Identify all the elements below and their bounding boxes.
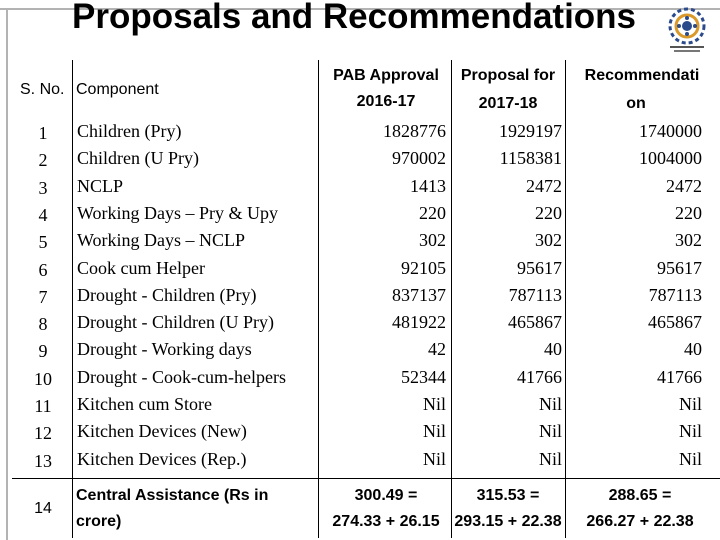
row-component-cell: Working Days – NCLP — [77, 230, 246, 250]
row-recommendation-cell: 1740000 — [639, 121, 702, 141]
row-component-cell: Children (Pry) — [77, 121, 182, 141]
row-recommendation-cell: 2472 — [666, 176, 702, 196]
row-14-rec-line2: 266.27 + 22.38 — [586, 513, 694, 530]
row-component-cell: Kitchen cum Store — [77, 394, 212, 414]
row-proposal-cell: 220 — [535, 203, 562, 223]
row-sno-cell: 2 — [38, 150, 48, 170]
row-14-sno: 14 — [34, 500, 52, 517]
row-sno-cell: 7 — [38, 287, 48, 307]
row-pab-approval-cell: 302 — [419, 230, 446, 250]
row-component-cell: Drought - Children (Pry) — [77, 285, 257, 305]
row-sno-cell: 13 — [34, 451, 52, 471]
row-component-cell: Children (U Pry) — [77, 148, 199, 168]
row-sno-cell: 10 — [34, 369, 52, 389]
row-proposal-cell: 40 — [544, 339, 562, 359]
column-divider — [318, 60, 319, 538]
row-recommendation-cell: 787113 — [648, 285, 702, 305]
row-component-cell: Drought - Cook-cum-helpers — [77, 367, 286, 387]
row-proposal-cell: 302 — [535, 230, 562, 250]
row-pab-approval-cell: 220 — [419, 203, 446, 223]
row-14-proposal-line1: 315.53 = — [476, 487, 540, 504]
row-sno-cell: 3 — [38, 178, 48, 198]
row-pab-approval-cell: 481922 — [392, 312, 446, 332]
row-recommendation-cell: 302 — [675, 230, 702, 250]
row-14-pab-line1: 300.49 = — [354, 487, 418, 504]
header-component: Component — [76, 81, 159, 98]
row-proposal-cell: 2472 — [526, 176, 562, 196]
row-pab-approval-cell: 970002 — [392, 148, 446, 168]
row-divider — [12, 478, 720, 479]
header-proposal-line2: 2017-18 — [478, 95, 538, 112]
row-recommendation-cell: Nil — [678, 449, 702, 469]
row-sno-cell: 12 — [34, 423, 52, 443]
row-proposal-cell: Nil — [538, 421, 562, 441]
slide-frame-left — [6, 8, 8, 540]
row-proposal-cell: 787113 — [508, 285, 562, 305]
row-proposal-cell: 41766 — [517, 367, 562, 387]
row-14-component-line1: Central Assistance (Rs in — [76, 487, 269, 504]
header-rec-line2: on — [626, 95, 646, 112]
row-recommendation-cell: 465867 — [648, 312, 702, 332]
row-sno-cell: 8 — [38, 314, 48, 334]
row-recommendation-cell: 220 — [675, 203, 702, 223]
row-sno-cell: 1 — [38, 123, 48, 143]
row-component-cell: Kitchen Devices (Rep.) — [77, 449, 247, 469]
row-pab-approval-cell: 837137 — [392, 285, 446, 305]
row-14-component-line2: crore) — [76, 513, 122, 530]
header-pab-line2: 2016-17 — [356, 93, 416, 110]
row-recommendation-cell: Nil — [678, 421, 702, 441]
emblem-logo-icon — [668, 7, 706, 52]
row-proposal-cell: 1929197 — [499, 121, 562, 141]
row-sno-cell: 5 — [38, 232, 48, 252]
row-component-cell: NCLP — [77, 176, 124, 196]
row-component-cell: Cook cum Helper — [77, 258, 205, 278]
row-pab-approval-cell: 52344 — [401, 367, 446, 387]
column-divider — [451, 60, 452, 538]
row-recommendation-cell: 95617 — [657, 258, 702, 278]
row-pab-approval-cell: 1828776 — [383, 121, 446, 141]
row-14-pab-line2: 274.33 + 26.15 — [332, 513, 440, 530]
row-component-cell: Kitchen Devices (New) — [77, 421, 247, 441]
row-recommendation-cell: Nil — [678, 394, 702, 414]
row-proposal-cell: Nil — [538, 394, 562, 414]
row-sno-cell: 9 — [38, 341, 48, 361]
row-pab-approval-cell: Nil — [422, 449, 446, 469]
row-pab-approval-cell: 1413 — [410, 176, 446, 196]
row-pab-approval-cell: 42 — [428, 339, 446, 359]
row-component-cell: Working Days – Pry & Upy — [77, 203, 279, 223]
header-pab-line1: PAB Approval — [333, 67, 439, 84]
row-14-proposal-line2: 293.15 + 22.38 — [454, 513, 562, 530]
row-sno-cell: 11 — [34, 396, 52, 416]
row-pab-approval-cell: 92105 — [401, 258, 446, 278]
slide-frame-top — [0, 8, 720, 10]
row-component-cell: Drought - Children (U Pry) — [77, 312, 274, 332]
row-sno-cell: 4 — [38, 205, 48, 225]
row-recommendation-cell: 40 — [684, 339, 702, 359]
row-recommendation-cell: 1004000 — [639, 148, 702, 168]
row-recommendation-cell: 41766 — [657, 367, 702, 387]
row-pab-approval-cell: Nil — [422, 421, 446, 441]
header-rec-line1: Recommendati — [584, 67, 700, 84]
row-proposal-cell: 95617 — [517, 258, 562, 278]
row-component-cell: Drought - Working days — [77, 339, 252, 359]
row-proposal-cell: Nil — [538, 449, 562, 469]
column-divider — [565, 60, 566, 538]
row-pab-approval-cell: Nil — [422, 394, 446, 414]
row-proposal-cell: 465867 — [508, 312, 562, 332]
column-divider — [72, 60, 73, 538]
header-proposal-line1: Proposal for — [460, 67, 556, 84]
row-sno-cell: 6 — [38, 260, 48, 280]
header-sno: S. No. — [20, 81, 65, 98]
row-14-rec-line1: 288.65 = — [608, 487, 672, 504]
row-proposal-cell: 1158381 — [499, 148, 562, 168]
slide-title: Proposals and Recommendations — [72, 0, 637, 36]
